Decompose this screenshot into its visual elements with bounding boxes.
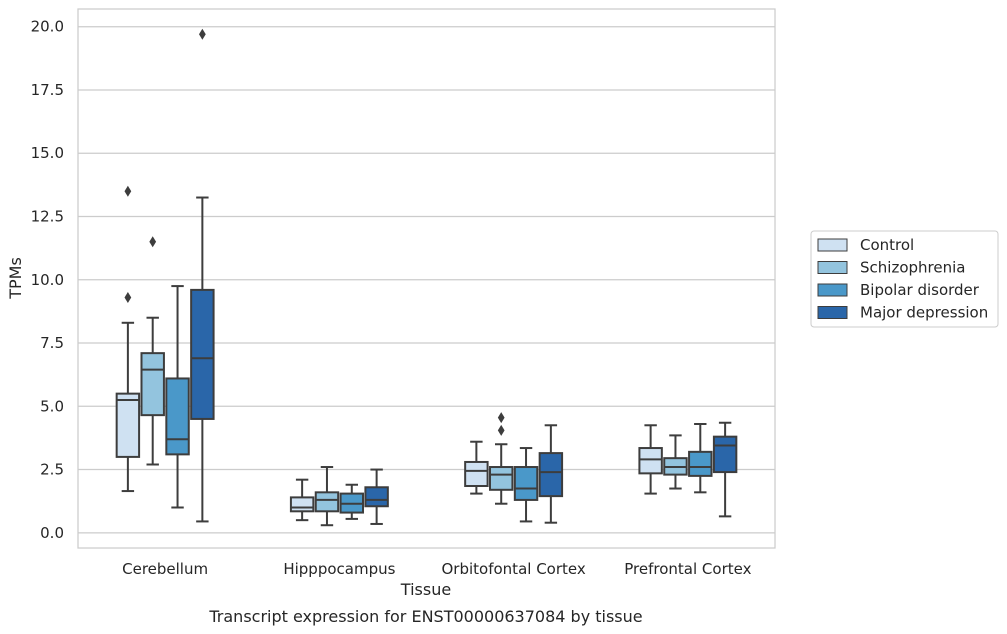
y-axis-label: TPMs [6,257,25,300]
y-tick-label: 17.5 [31,81,64,99]
y-tick-label: 20.0 [31,18,64,36]
x-axis-label: Tissue [400,580,451,599]
box-body [289,496,315,513]
box [140,236,165,466]
outlier-point [198,28,206,40]
box [339,483,365,520]
chart-caption: Transcript expression for ENST0000063708… [208,607,642,626]
y-tick-label: 10.0 [31,271,64,289]
plot-frame [77,8,776,549]
box [638,424,663,495]
box [712,421,738,518]
box-body [464,460,489,488]
box [314,466,340,527]
box-body [488,466,514,491]
box [364,468,389,525]
box-body [140,352,165,417]
legend-swatch [817,306,848,319]
outlier-point [497,412,505,424]
box-groups [115,28,738,527]
legend-swatch [817,238,848,252]
box [663,434,688,490]
legend-label: Major depression [860,304,988,322]
y-tick-label: 0.0 [40,524,64,542]
box-body [314,491,340,513]
box [115,185,141,493]
x-tick-label: Orbitofontal Cortex [442,560,586,578]
box-body [364,486,389,508]
legend-frame [810,230,999,328]
box [165,285,190,509]
box [464,440,489,495]
box [688,423,713,494]
legend-label: Bipolar disorder [860,281,980,299]
box-body [538,452,564,498]
legend-label: Control [860,236,914,254]
y-tick-label: 5.0 [40,397,64,415]
box-body [165,377,190,456]
outlier-point [149,236,157,248]
box-body [712,435,738,474]
y-gridlines [78,26,775,534]
box-body [115,392,141,458]
y-axis-ticks: 0.0 2.5 5.0 7.5 10.0 12.5 15.0 17.5 20.0 [31,18,64,542]
x-tick-label: Prefrontal Cortex [624,560,751,578]
legend-swatch [817,261,848,274]
x-axis-ticks: Cerebellum Hipppocampus Orbitofontal Corte… [122,560,751,578]
outlier-point [124,291,132,303]
y-tick-label: 15.0 [31,144,64,162]
x-tick-label: Cerebellum [122,560,208,578]
legend-label: Schizophrenia [860,259,965,277]
box-body [190,288,215,420]
box-body [513,466,539,501]
box-body [638,447,663,475]
box-body [688,450,713,477]
x-tick-label: Hipppocampus [283,560,395,578]
legend: Control Schizophrenia Bipolar disorder Majo… [810,230,999,328]
legend-swatch [817,283,848,297]
box [513,447,539,523]
y-tick-label: 7.5 [40,334,64,352]
box [488,412,514,505]
outlier-point [497,424,505,436]
outlier-point [124,185,132,197]
y-tick-label: 2.5 [40,461,64,479]
box [538,424,564,524]
y-tick-label: 12.5 [31,208,64,226]
box [190,28,215,523]
box [289,478,315,522]
